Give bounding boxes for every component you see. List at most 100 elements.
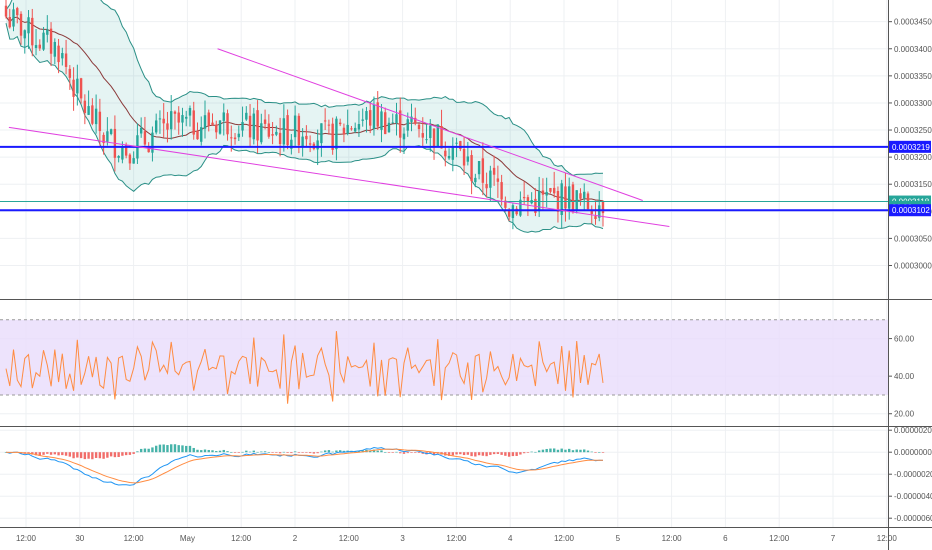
macd-histogram-bar bbox=[200, 450, 203, 453]
macd-histogram-bar bbox=[46, 452, 49, 454]
candle-body bbox=[365, 111, 368, 120]
trendline[interactable] bbox=[8, 126, 670, 227]
candle-body bbox=[402, 133, 406, 140]
candle-body bbox=[594, 216, 597, 219]
time-tick-label: 12:00 bbox=[554, 534, 575, 543]
macd-histogram-bar bbox=[158, 444, 162, 453]
macd-histogram-bar bbox=[357, 450, 361, 453]
macd-histogram-bar bbox=[57, 452, 60, 456]
candle-body bbox=[188, 107, 192, 116]
macd-histogram-bar bbox=[98, 452, 102, 459]
macd-histogram-bar bbox=[331, 451, 334, 453]
price-panel[interactable] bbox=[0, 0, 888, 233]
candle-body bbox=[455, 142, 458, 144]
macd-histogram-bar bbox=[102, 452, 105, 459]
candle-body bbox=[564, 186, 567, 209]
macd-panel[interactable] bbox=[4, 444, 605, 486]
macd-histogram-bar bbox=[203, 449, 207, 453]
candle-body bbox=[369, 110, 372, 126]
macd-histogram-bar bbox=[173, 444, 177, 453]
macd-histogram-bar bbox=[263, 451, 267, 453]
candle-body bbox=[346, 124, 349, 134]
macd-histogram-bar bbox=[571, 450, 575, 453]
macd-histogram-bar bbox=[136, 451, 139, 453]
macd-histogram-bar bbox=[496, 452, 500, 454]
time-tick-label: May bbox=[180, 534, 195, 543]
candle-body bbox=[526, 197, 530, 202]
candle-body bbox=[323, 120, 327, 122]
candle-body bbox=[474, 177, 477, 183]
candle-body bbox=[203, 115, 207, 129]
candle-body bbox=[395, 114, 398, 124]
macd-histogram-bar bbox=[49, 452, 53, 455]
candle-body bbox=[230, 137, 233, 139]
candle-body bbox=[511, 205, 515, 219]
macd-histogram-bar bbox=[417, 452, 421, 453]
macd-histogram-bar bbox=[481, 452, 485, 456]
value-tick-label: -0.0000060 bbox=[894, 514, 932, 523]
macd-histogram-bar bbox=[549, 448, 552, 453]
candle-body bbox=[218, 120, 222, 134]
candle-body bbox=[507, 210, 511, 217]
macd-histogram-bar bbox=[361, 450, 364, 453]
macd-histogram-bar bbox=[455, 452, 458, 455]
macd-histogram-bar bbox=[124, 452, 128, 456]
candle-body bbox=[226, 113, 229, 135]
candle-body bbox=[500, 182, 503, 200]
time-tick-label: 5 bbox=[616, 534, 621, 543]
candle-body bbox=[215, 124, 218, 133]
macd-histogram-bar bbox=[248, 451, 252, 453]
candle-body bbox=[477, 160, 481, 175]
macd-histogram-bar bbox=[342, 450, 346, 453]
macd-histogram-bar bbox=[87, 452, 90, 459]
macd-histogram-bar bbox=[489, 452, 492, 455]
candle-body bbox=[380, 111, 383, 130]
price-tag-label: 0.0003102 bbox=[892, 206, 930, 215]
value-tick-label: 0.0000020 bbox=[894, 426, 932, 435]
macd-histogram-bar bbox=[188, 445, 192, 453]
candle-body bbox=[417, 124, 421, 130]
macd-histogram-bar bbox=[459, 452, 462, 455]
candle-body bbox=[305, 135, 308, 140]
candle-body bbox=[98, 111, 102, 132]
candle-body bbox=[57, 45, 60, 63]
candle-body bbox=[158, 118, 162, 120]
candle-body bbox=[361, 119, 364, 121]
candle-body bbox=[192, 110, 195, 135]
macd-histogram-bar bbox=[230, 452, 233, 453]
time-tick-label: 12:00 bbox=[662, 534, 683, 543]
candle-body bbox=[571, 184, 575, 212]
candle-body bbox=[23, 30, 26, 39]
macd-histogram-bar bbox=[500, 452, 503, 455]
candle-body bbox=[485, 184, 488, 189]
candle-body bbox=[170, 111, 173, 130]
time-tick-label: 2 bbox=[293, 534, 298, 543]
candle-body bbox=[53, 41, 57, 57]
candle-body bbox=[151, 132, 154, 153]
macd-histogram-bar bbox=[181, 445, 184, 453]
macd-histogram-bar bbox=[387, 452, 391, 453]
macd-histogram-bar bbox=[305, 452, 308, 453]
rsi-panel[interactable] bbox=[0, 319, 888, 404]
trendline[interactable] bbox=[217, 48, 643, 201]
macd-histogram-bar bbox=[185, 445, 188, 453]
macd-histogram-bar bbox=[402, 452, 406, 454]
macd-histogram-bar bbox=[369, 450, 372, 453]
macd-histogram-bar bbox=[76, 452, 79, 458]
macd-histogram-bar bbox=[271, 452, 274, 453]
macd-histogram-bar bbox=[143, 448, 147, 453]
time-tick-label: 12:00 bbox=[446, 534, 467, 543]
candle-body bbox=[282, 118, 286, 145]
macd-histogram-bar bbox=[552, 448, 556, 453]
time-tick-label: 12:00 bbox=[877, 534, 898, 543]
time-tick-label: 12:00 bbox=[124, 534, 145, 543]
macd-histogram-bar bbox=[519, 452, 522, 455]
candle-body bbox=[444, 150, 447, 157]
macd-histogram-bar bbox=[256, 451, 259, 453]
candle-body bbox=[496, 178, 500, 182]
candle-body bbox=[4, 5, 8, 17]
value-tick-label: -0.0000020 bbox=[894, 470, 932, 479]
macd-histogram-bar bbox=[507, 452, 511, 457]
bollinger-band-fill bbox=[6, 0, 603, 233]
